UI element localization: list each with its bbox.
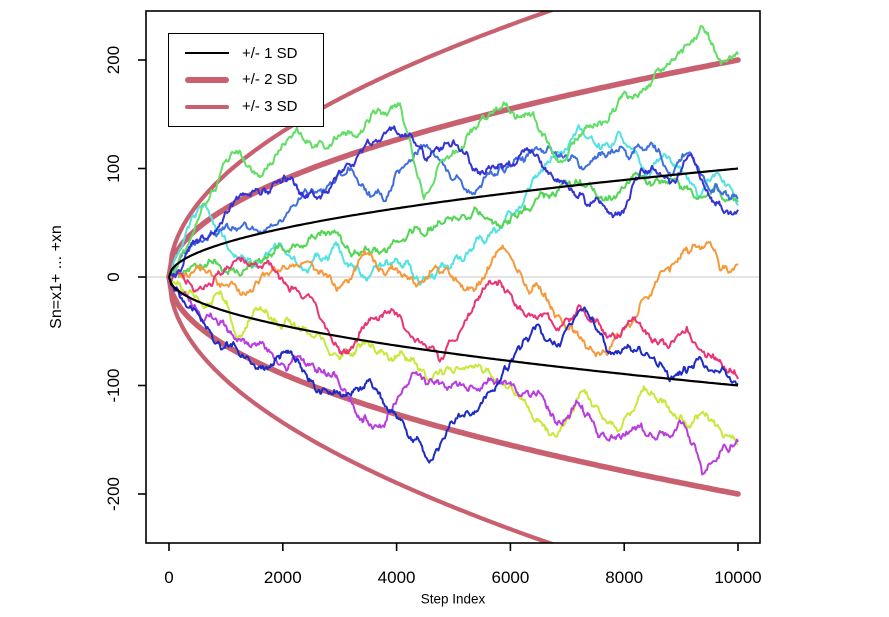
legend-label-2sd: +/- 2 SD <box>242 71 298 89</box>
plus-minus-2-sd-lower-curve <box>166 274 741 497</box>
walk-navy <box>168 276 739 464</box>
legend-line-3sd-icon <box>185 104 229 109</box>
y-tick-label: 100 <box>104 154 123 182</box>
legend-line-2sd-icon <box>185 76 229 83</box>
y-tick-label: -200 <box>104 477 123 511</box>
y-tick-label: -100 <box>104 368 123 402</box>
y-tick-label: 0 <box>104 272 123 281</box>
plus-minus-1-sd-lower-curve <box>167 276 739 387</box>
walk-crimson <box>168 256 739 380</box>
legend-item-2sd: +/- 2 SD <box>185 69 317 91</box>
x-tick-label: 0 <box>164 568 173 587</box>
walk-cyan <box>168 124 739 286</box>
plus-minus-1-sd-upper-curve <box>167 167 739 278</box>
plot-area <box>146 11 760 543</box>
x-tick-label: 10000 <box>714 568 761 587</box>
plus-minus-3-sd-lower-curve <box>166 274 556 543</box>
walk-magenta <box>168 276 739 476</box>
walk-chartreuse <box>168 275 739 446</box>
walk-royal-blue <box>169 141 739 278</box>
walk-green-low <box>168 171 739 279</box>
x-tick-label: 8000 <box>605 568 643 587</box>
x-tick-label: 4000 <box>378 568 416 587</box>
legend-line-1sd-icon <box>185 52 229 55</box>
y-tick-label: 200 <box>104 46 123 74</box>
legend-label-3sd: +/- 3 SD <box>242 98 298 116</box>
walk-deep-blue <box>168 125 739 279</box>
walk-orange <box>168 241 739 358</box>
x-tick-label: 2000 <box>264 568 302 587</box>
walk-green-high <box>168 25 739 279</box>
legend-item-3sd: +/- 3 SD <box>185 96 317 118</box>
y-axis-title: Sn=x1+ ... +xn <box>48 225 65 329</box>
legend-item-1sd: +/- 1 SD <box>185 42 317 64</box>
plus-minus-3-sd-upper-curve <box>166 11 556 280</box>
legend: +/- 1 SD +/- 2 SD +/- 3 SD <box>168 33 324 127</box>
x-axis-title: Step Index <box>420 591 486 607</box>
legend-label-1sd: +/- 1 SD <box>242 44 298 62</box>
x-tick-label: 6000 <box>491 568 529 587</box>
